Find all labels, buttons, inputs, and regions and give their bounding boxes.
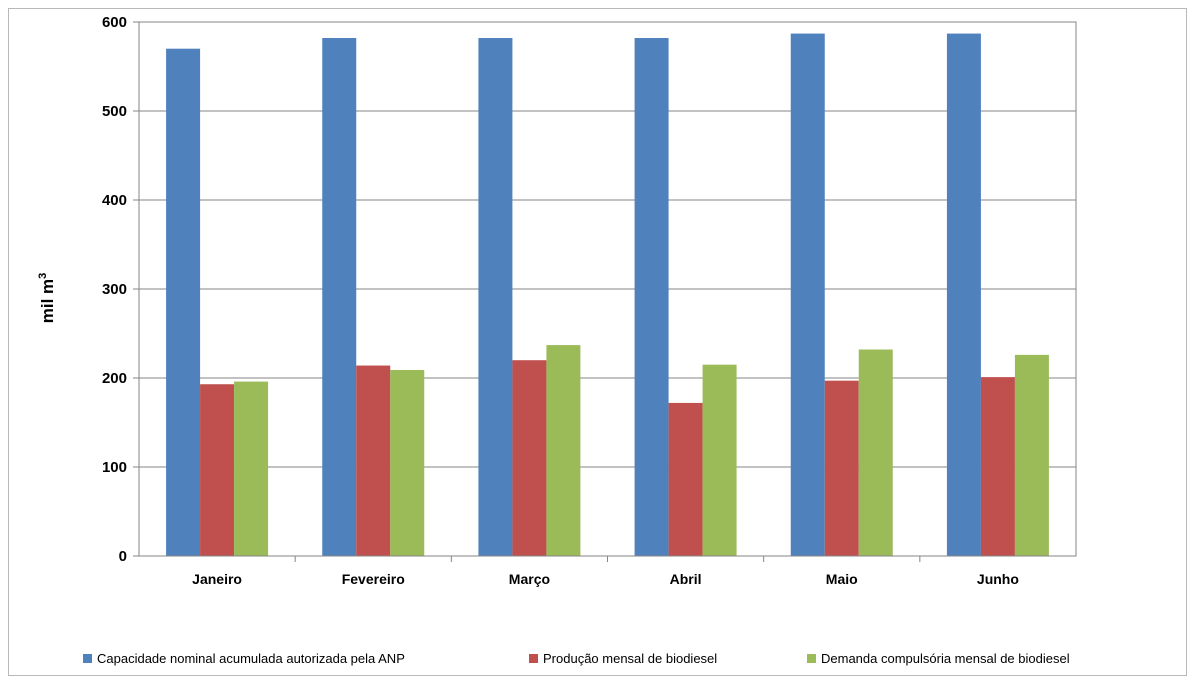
x-tick-label: Janeiro bbox=[192, 571, 242, 587]
bar-3-fevereiro bbox=[390, 369, 425, 556]
y-tick-label: 0 bbox=[119, 548, 127, 565]
y-tick-labels: 0 100 200 300 400 500 600 bbox=[102, 14, 127, 565]
legend-swatch-3 bbox=[807, 654, 816, 663]
bar-2-junho bbox=[980, 377, 1015, 556]
chart-frame bbox=[8, 8, 1187, 676]
legend-label-3: Demanda compulsória mensal de biodiesel bbox=[821, 651, 1070, 666]
bar-2-maio bbox=[824, 380, 859, 556]
bar-1-março bbox=[478, 38, 513, 556]
bar-1-abril bbox=[634, 38, 669, 556]
bar-2-janeiro bbox=[200, 384, 235, 556]
x-tick-label: Fevereiro bbox=[342, 571, 405, 587]
bar-1-fevereiro bbox=[322, 38, 357, 556]
bar-3-junho bbox=[1014, 354, 1049, 556]
y-tick-label: 600 bbox=[102, 14, 127, 31]
bar-3-maio bbox=[858, 349, 893, 556]
y-axis-label: mil m3 bbox=[37, 273, 57, 324]
x-tick-labels: Janeiro Fevereiro Março Abril Maio Junho bbox=[192, 571, 1019, 587]
bar-2-março bbox=[512, 360, 547, 556]
gridlines bbox=[139, 21, 1076, 468]
x-tick-label: Abril bbox=[670, 571, 702, 587]
bar-1-maio bbox=[790, 33, 825, 556]
bar-2-abril bbox=[668, 402, 703, 556]
legend-swatch-2 bbox=[529, 654, 538, 663]
bar-2-fevereiro bbox=[356, 365, 391, 556]
x-tick-label: Maio bbox=[826, 571, 858, 587]
x-tick-label: Junho bbox=[977, 571, 1019, 587]
legend-label-1: Capacidade nominal acumulada autorizada … bbox=[97, 651, 405, 666]
bar-1-janeiro bbox=[166, 48, 201, 556]
bar-3-março bbox=[546, 345, 581, 556]
y-tick-label: 400 bbox=[102, 192, 127, 209]
axes bbox=[133, 21, 1077, 562]
legend-swatch-1 bbox=[83, 654, 92, 663]
x-tick-label: Março bbox=[509, 571, 550, 587]
y-tick-label: 100 bbox=[102, 459, 127, 476]
bar-3-janeiro bbox=[234, 381, 269, 556]
bar-1-junho bbox=[946, 33, 981, 556]
bars bbox=[166, 33, 1049, 556]
bar-3-abril bbox=[702, 364, 737, 556]
legend: Capacidade nominal acumulada autorizada … bbox=[83, 651, 1070, 666]
y-tick-label: 200 bbox=[102, 370, 127, 387]
y-tick-label: 300 bbox=[102, 281, 127, 298]
legend-label-2: Produção mensal de biodiesel bbox=[543, 651, 717, 666]
y-tick-label: 500 bbox=[102, 103, 127, 120]
